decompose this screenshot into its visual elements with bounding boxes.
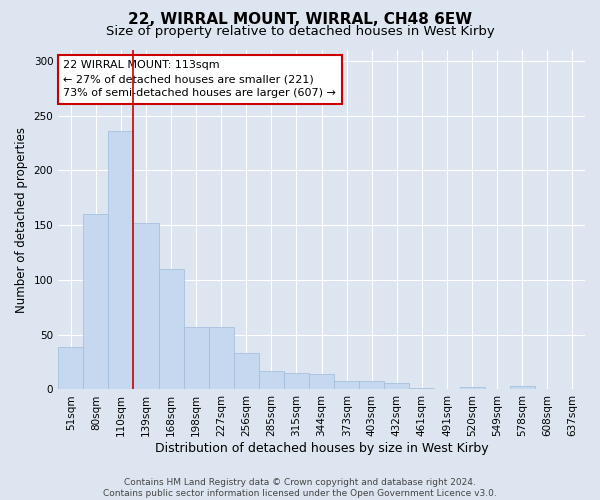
- Text: Size of property relative to detached houses in West Kirby: Size of property relative to detached ho…: [106, 25, 494, 38]
- Bar: [259, 371, 284, 390]
- Text: 22 WIRRAL MOUNT: 113sqm
← 27% of detached houses are smaller (221)
73% of semi-d: 22 WIRRAL MOUNT: 113sqm ← 27% of detache…: [64, 60, 337, 98]
- Bar: [133, 223, 158, 390]
- Text: Contains HM Land Registry data © Crown copyright and database right 2024.
Contai: Contains HM Land Registry data © Crown c…: [103, 478, 497, 498]
- Bar: [209, 327, 234, 390]
- Bar: [109, 131, 133, 390]
- Bar: [359, 380, 385, 390]
- Bar: [385, 383, 409, 390]
- Bar: [234, 354, 259, 390]
- Bar: [510, 386, 535, 390]
- Bar: [83, 214, 109, 390]
- Bar: [158, 269, 184, 390]
- Bar: [334, 380, 359, 390]
- Y-axis label: Number of detached properties: Number of detached properties: [15, 126, 28, 312]
- Bar: [460, 388, 485, 390]
- Bar: [284, 373, 309, 390]
- Bar: [309, 374, 334, 390]
- Bar: [58, 347, 83, 390]
- Text: 22, WIRRAL MOUNT, WIRRAL, CH48 6EW: 22, WIRRAL MOUNT, WIRRAL, CH48 6EW: [128, 12, 472, 28]
- X-axis label: Distribution of detached houses by size in West Kirby: Distribution of detached houses by size …: [155, 442, 488, 455]
- Bar: [409, 388, 434, 390]
- Bar: [184, 327, 209, 390]
